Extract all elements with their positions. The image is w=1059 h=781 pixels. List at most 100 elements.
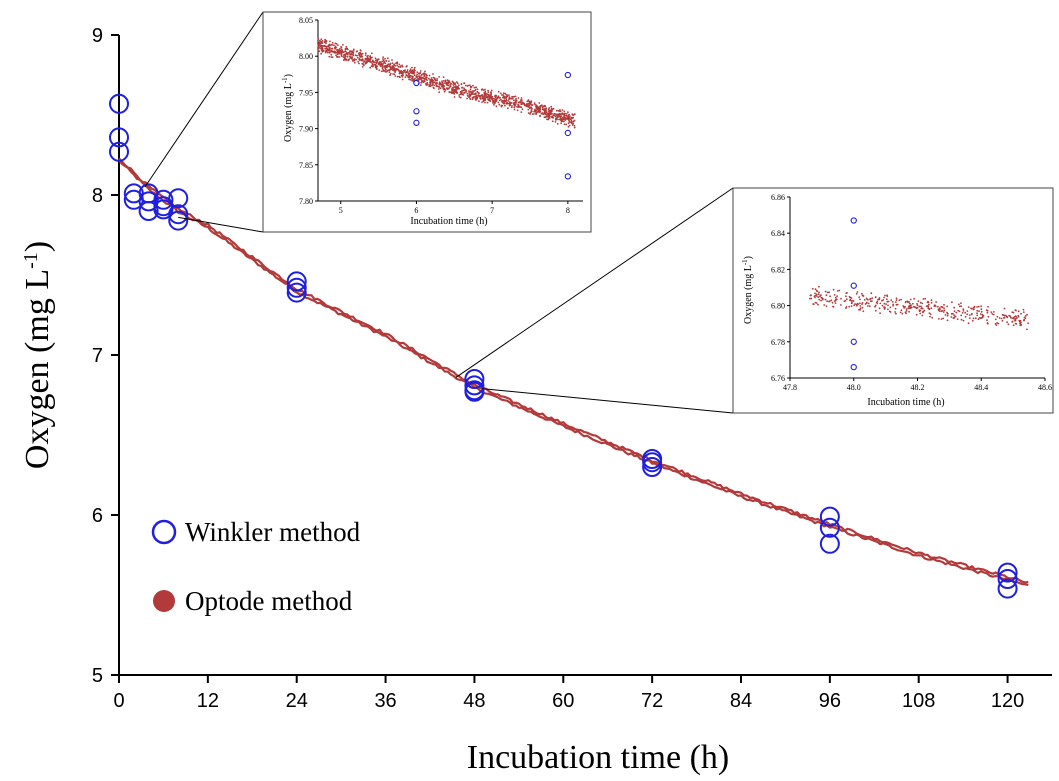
y-axis-label: Oxygen (mg L-1) <box>19 241 56 469</box>
inset-optode-dot <box>444 89 447 91</box>
inset-optode-dot <box>930 301 933 304</box>
inset-optode-dot <box>380 70 383 73</box>
inset-optode-dot <box>898 299 901 302</box>
inset-optode-dot <box>321 42 324 44</box>
inset-optode-dot <box>553 114 555 117</box>
inset-optode-dot <box>908 310 910 313</box>
inset-optode-dot <box>883 302 886 305</box>
inset-optode-dot <box>572 116 575 119</box>
x-tick-label: 0 <box>113 690 124 712</box>
inset-optode-dot <box>961 312 964 314</box>
inset-optode-dot <box>853 304 856 307</box>
inset-optode-dot <box>886 295 889 298</box>
inset-optode-dot <box>446 88 449 91</box>
inset-optode-dot <box>393 63 396 66</box>
inset-optode-dot <box>567 114 570 117</box>
inset-optode-dot <box>451 89 454 92</box>
inset-optode-dot <box>416 76 418 79</box>
inset-optode-dot <box>362 63 364 65</box>
inset-optode-dot <box>1016 317 1018 319</box>
inset-optode-dot <box>480 88 483 91</box>
inset-optode-dot <box>538 102 541 104</box>
inset-optode-dot <box>367 59 370 61</box>
inset-optode-dot <box>845 295 847 298</box>
inset-optode-dot <box>878 298 880 301</box>
inset-optode-dot <box>505 94 508 96</box>
winkler-point <box>642 457 663 477</box>
inset-optode-dot <box>458 96 461 98</box>
inset-optode-dot <box>332 51 334 53</box>
inset-optode-dot <box>326 48 329 51</box>
inset-optode-dot <box>523 103 526 106</box>
inset-optode-dot <box>974 317 977 320</box>
inset2-connector-bottom <box>481 388 734 414</box>
inset-optode-dot <box>567 125 570 128</box>
winkler-point <box>168 188 189 209</box>
inset-optode-dot <box>828 291 830 294</box>
inset-optode-dot <box>937 309 940 312</box>
inset-optode-dot <box>568 119 570 122</box>
inset-optode-dot <box>1026 313 1028 316</box>
inset-optode-dot <box>526 105 529 108</box>
inset-optode-dot <box>497 90 500 93</box>
inset-optode-dot <box>321 48 324 51</box>
inset-optode-dot <box>924 297 927 300</box>
inset-optode-dot <box>325 42 327 45</box>
x-tick-label: 96 <box>819 690 841 712</box>
inset-optode-dot <box>390 68 393 70</box>
inset-optode-dot <box>1011 320 1014 323</box>
inset-optode-dot <box>456 82 459 85</box>
inset-optode-dot <box>369 66 372 69</box>
inset-optode-dot <box>317 49 320 52</box>
inset-optode-dot <box>477 94 480 97</box>
inset-optode-dot <box>488 98 491 101</box>
inset-optode-dot <box>445 84 448 86</box>
inset-optode-dot <box>458 94 461 96</box>
inset-optode-dot <box>348 58 351 60</box>
inset-optode-dot <box>815 293 818 296</box>
inset-optode-dot <box>382 60 385 62</box>
inset-optode-dot <box>553 112 556 115</box>
inset-optode-dot <box>449 84 452 86</box>
winkler-point <box>819 517 840 538</box>
inset-optode-dot <box>550 105 553 108</box>
inset-optode-dot <box>469 84 471 87</box>
inset-optode-dot <box>810 297 813 300</box>
inset-optode-dot <box>895 312 897 315</box>
inset-optode-dot <box>358 62 360 65</box>
inset-optode-dot <box>921 314 924 317</box>
inset-optode-dot <box>408 76 410 79</box>
inset-optode-dot <box>505 97 507 99</box>
inset-optode-dot <box>970 313 973 316</box>
inset-optode-dot <box>382 70 385 72</box>
inset-optode-dot <box>855 292 858 295</box>
inset-optode-dot <box>436 82 439 84</box>
inset-optode-dot <box>356 50 358 53</box>
inset-optode-dot <box>937 305 939 308</box>
inset-optode-dot <box>987 315 990 318</box>
inset-optode-dot <box>825 305 828 307</box>
inset-optode-dot <box>485 95 487 98</box>
inset-optode-dot <box>324 38 326 41</box>
inset-optode-dot <box>384 65 386 68</box>
inset-optode-dot <box>905 308 908 310</box>
inset-optode-dot <box>417 75 420 77</box>
inset-optode-dot <box>966 313 969 316</box>
inset-optode-dot <box>378 69 381 71</box>
inset-optode-dot <box>1019 324 1022 327</box>
inset-optode-dot <box>903 307 905 309</box>
inset-optode-dot <box>920 305 922 308</box>
inset-optode-dot <box>344 50 346 53</box>
inset-optode-dot <box>928 312 931 314</box>
inset-optode-dot <box>534 113 536 115</box>
inset-y-tick-label: 7.95 <box>299 88 313 97</box>
inset-optode-dot <box>848 305 851 308</box>
inset-optode-dot <box>900 309 903 312</box>
inset-optode-dot <box>480 94 482 97</box>
inset-optode-dot <box>515 102 518 104</box>
inset-optode-dot <box>411 72 414 75</box>
inset-optode-dot <box>571 122 573 125</box>
inset-optode-dot <box>382 58 384 60</box>
inset-x-tick-label: 5 <box>339 206 343 215</box>
